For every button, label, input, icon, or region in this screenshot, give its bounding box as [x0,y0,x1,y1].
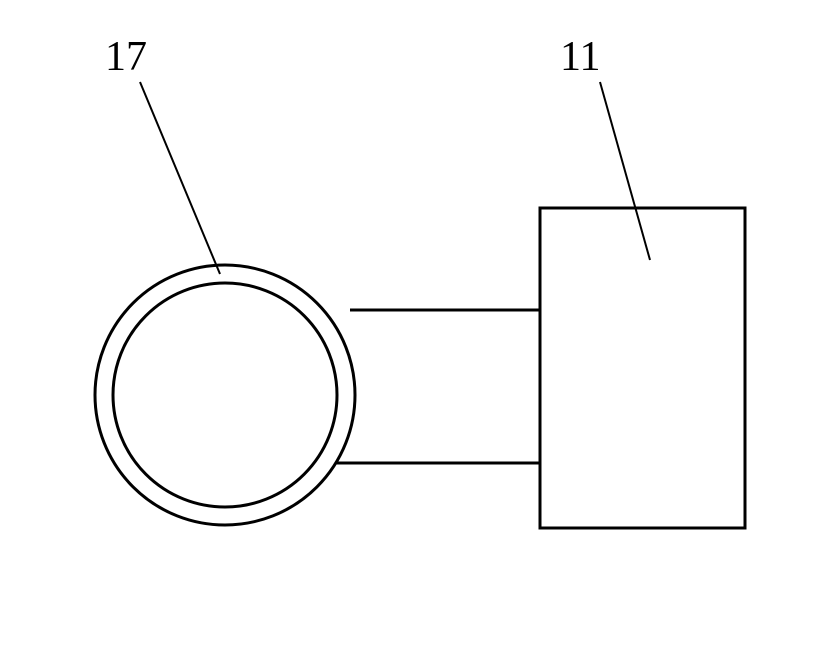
label-l11-leader-line [600,82,650,260]
label-l17-label: 17 [105,34,147,80]
label-l17-leader-line [140,82,220,274]
label-l11-label: 11 [560,34,600,80]
block-part-11 [540,208,745,528]
ring-outer-circle [95,265,355,525]
